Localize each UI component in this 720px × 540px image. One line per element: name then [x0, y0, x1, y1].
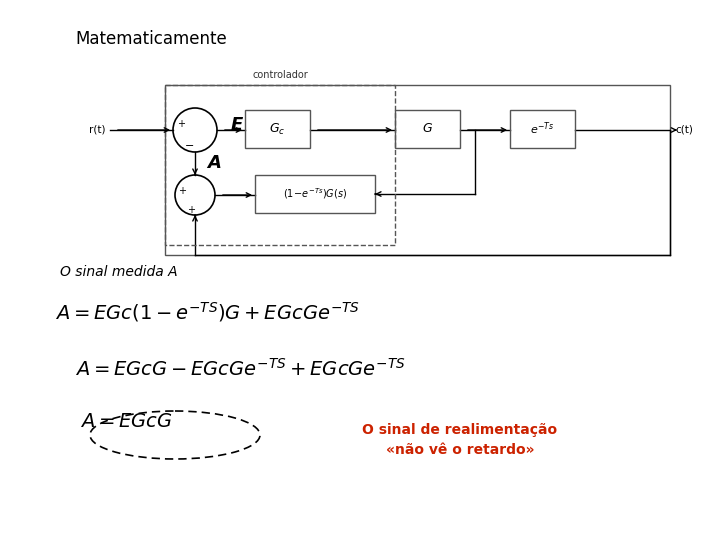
- Text: $A = EGcG - EGcGe^{-TS} + EGcGe^{-TS}$: $A = EGcG - EGcGe^{-TS} + EGcGe^{-TS}$: [75, 358, 406, 380]
- Text: +: +: [178, 186, 186, 196]
- Bar: [510, 110, 575, 148]
- Text: c(t): c(t): [675, 125, 693, 135]
- Text: −: −: [185, 141, 194, 151]
- Bar: [255, 175, 375, 213]
- Text: +: +: [187, 205, 195, 215]
- Text: E: E: [231, 116, 243, 134]
- Text: Matematicamente: Matematicamente: [75, 30, 227, 48]
- Text: +: +: [177, 119, 185, 129]
- Bar: [165, 85, 670, 255]
- Text: $G$: $G$: [422, 123, 433, 136]
- Text: $G_c$: $G_c$: [269, 122, 286, 137]
- Text: $e^{-Ts}$: $e^{-Ts}$: [530, 121, 554, 137]
- Text: O sinal medida A: O sinal medida A: [60, 265, 178, 279]
- Text: r(t): r(t): [89, 125, 105, 135]
- Text: $A = EGcG$: $A = EGcG$: [80, 412, 173, 431]
- Text: O sinal de realimentação
«não vê o retardo»: O sinal de realimentação «não vê o retar…: [362, 423, 557, 457]
- Text: $(1\!-\!e^{-Ts})G(s)$: $(1\!-\!e^{-Ts})G(s)$: [283, 187, 347, 201]
- Text: $A = EGc\left(1 - e^{-TS}\right)G + EGcGe^{-TS}$: $A = EGc\left(1 - e^{-TS}\right)G + EGcG…: [55, 300, 360, 324]
- Bar: [395, 110, 460, 148]
- Bar: [245, 110, 310, 148]
- Text: controlador: controlador: [252, 70, 308, 80]
- Text: A: A: [207, 153, 221, 172]
- Bar: [165, 85, 395, 245]
